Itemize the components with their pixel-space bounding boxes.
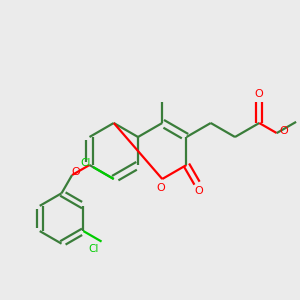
Text: O: O bbox=[255, 89, 264, 99]
Text: Cl: Cl bbox=[88, 244, 99, 254]
Text: O: O bbox=[195, 186, 203, 196]
Text: O: O bbox=[279, 126, 288, 136]
Text: O: O bbox=[157, 183, 166, 193]
Text: O: O bbox=[72, 167, 80, 177]
Text: Cl: Cl bbox=[80, 158, 90, 168]
